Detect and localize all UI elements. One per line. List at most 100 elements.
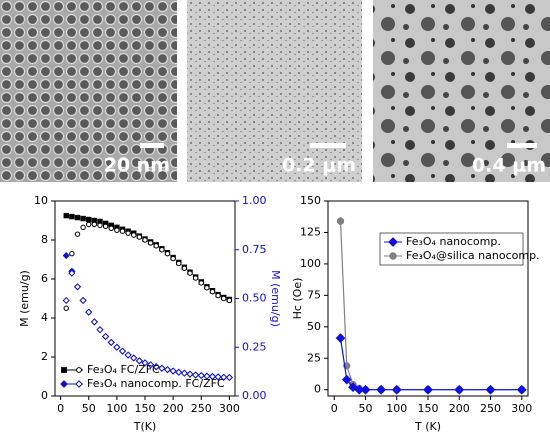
marker xyxy=(214,373,222,381)
y-tick-label: 2 xyxy=(41,350,48,363)
marker xyxy=(74,231,81,237)
marker xyxy=(90,318,98,326)
marker xyxy=(175,368,183,376)
x-tick-label: 250 xyxy=(480,402,501,415)
marker xyxy=(118,347,127,355)
marker xyxy=(102,332,110,341)
marker xyxy=(335,333,346,343)
marker xyxy=(125,230,131,236)
legend-label: Fe₃O₄@silica nanocomp. xyxy=(406,249,540,262)
y-tick-label: 0 xyxy=(314,383,321,396)
marker xyxy=(130,354,138,362)
y-tick-label: 4 xyxy=(41,311,48,324)
marker xyxy=(113,343,121,351)
marker xyxy=(336,217,345,225)
x-axis-label: T(K) xyxy=(133,420,157,433)
series-line xyxy=(339,338,522,391)
marker xyxy=(80,224,86,231)
marker xyxy=(376,384,386,395)
scale-bar xyxy=(507,143,537,148)
marker xyxy=(220,373,228,381)
marker xyxy=(62,296,70,305)
marker xyxy=(114,227,120,233)
x-tick-label: 300 xyxy=(511,402,532,415)
y-axis-label: M (emu/g) xyxy=(18,270,31,327)
marker xyxy=(80,215,86,222)
marker xyxy=(63,305,69,311)
x-tick-label: 0 xyxy=(331,402,338,415)
marker xyxy=(180,369,188,377)
tem-image xyxy=(373,0,550,182)
marker xyxy=(135,357,143,365)
y-axis-label: Hc (Oe) xyxy=(291,278,304,320)
marker xyxy=(108,225,114,232)
marker xyxy=(348,382,358,393)
legend-label: Fe₃O₄ FC/ZFC xyxy=(87,363,160,376)
marker xyxy=(203,372,211,380)
y2-tick-label: 0.50 xyxy=(242,292,267,305)
marker xyxy=(85,308,93,316)
y-tick-label: 6 xyxy=(41,272,48,285)
marker xyxy=(62,252,70,260)
marker xyxy=(215,292,221,299)
y2-tick-label: 0.00 xyxy=(242,389,267,402)
marker xyxy=(107,338,115,346)
marker xyxy=(389,252,397,260)
scale-label: 20 nm xyxy=(104,155,170,177)
marker xyxy=(119,228,126,234)
x-tick-label: 250 xyxy=(191,402,212,415)
marker xyxy=(181,265,188,271)
marker xyxy=(60,380,68,388)
y2-axis-label: M (emu/g) xyxy=(269,270,282,327)
marker xyxy=(187,270,193,276)
x-tick-label: 200 xyxy=(449,402,470,415)
marker xyxy=(485,384,496,395)
marker xyxy=(192,371,200,379)
x-tick-label: 300 xyxy=(219,402,240,415)
marker xyxy=(516,384,527,395)
x-axis-label: T (K) xyxy=(414,420,441,433)
x-tick-label: 150 xyxy=(135,402,156,415)
y-tick-label: 75 xyxy=(307,288,321,301)
marker xyxy=(170,255,176,262)
marker xyxy=(147,240,154,246)
marker xyxy=(360,384,371,395)
scale-label: 0.4 μm xyxy=(472,155,546,177)
marker xyxy=(158,364,166,372)
marker xyxy=(79,296,87,305)
marker xyxy=(225,373,233,382)
marker xyxy=(97,222,103,229)
y-tick-label: 100 xyxy=(300,257,321,270)
marker xyxy=(198,280,204,286)
marker xyxy=(63,212,69,219)
x-tick-label: 100 xyxy=(386,402,407,415)
marker xyxy=(454,384,465,395)
marker xyxy=(169,367,177,375)
marker xyxy=(153,243,159,249)
marker xyxy=(391,384,402,395)
y-tick-label: 125 xyxy=(300,225,321,238)
marker xyxy=(192,275,199,281)
marker xyxy=(204,285,210,291)
scale-bar xyxy=(140,143,164,148)
y-tick-label: 50 xyxy=(307,320,321,333)
marker xyxy=(423,384,433,395)
y2-tick-label: 0.75 xyxy=(242,243,267,256)
y-tick-label: 10 xyxy=(34,194,48,207)
marker xyxy=(186,370,194,378)
x-tick-label: 200 xyxy=(163,402,184,415)
marker xyxy=(341,374,352,385)
marker xyxy=(61,367,67,373)
marker xyxy=(73,283,82,291)
marker xyxy=(163,366,172,374)
legend-label: Fe₃O₄ nanocomp. xyxy=(406,235,501,248)
marker xyxy=(96,326,104,334)
marker xyxy=(164,250,171,257)
x-tick-label: 0 xyxy=(57,402,64,415)
tem-image xyxy=(187,0,362,182)
marker xyxy=(86,221,92,228)
marker xyxy=(76,367,82,373)
legend-box xyxy=(379,232,524,266)
marker xyxy=(221,295,227,302)
